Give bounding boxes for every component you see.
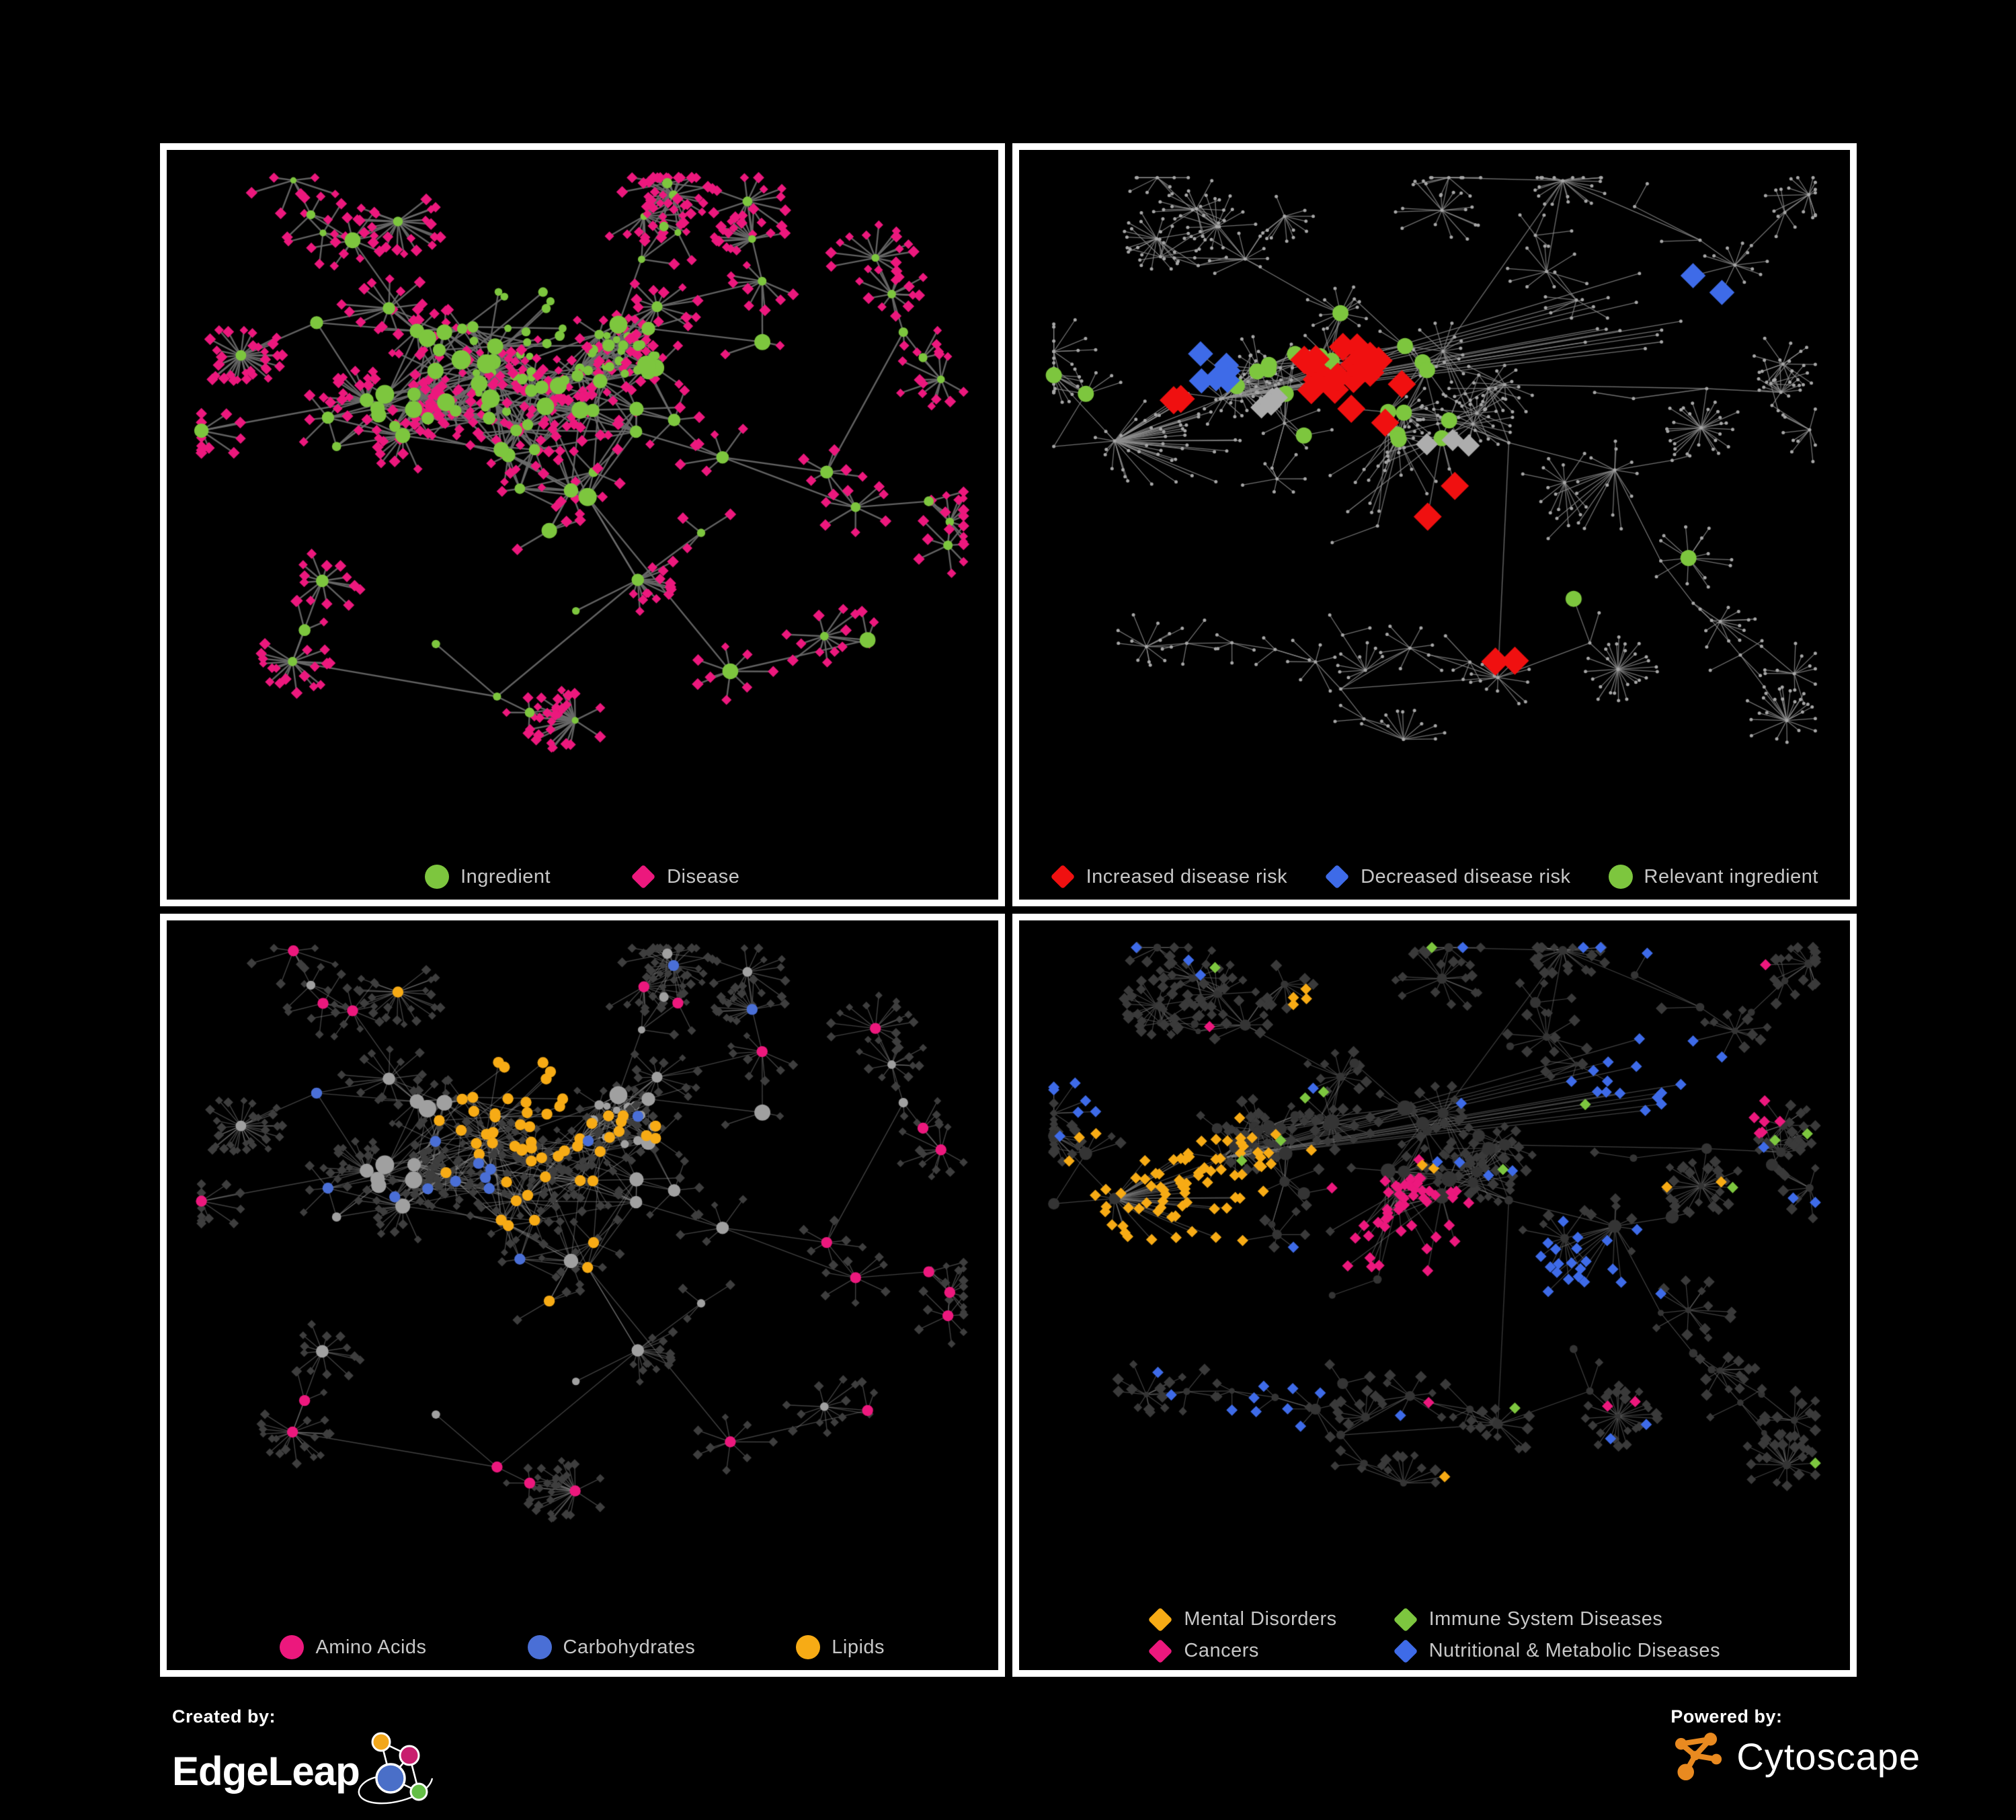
legend-label: Nutritional & Metabolic Diseases <box>1428 1640 1721 1661</box>
ingredient-disease-graph-canvas <box>167 150 998 900</box>
legend-swatch-increased-disease-risk-diamond-icon <box>1050 864 1075 889</box>
legend-item-decreased-disease-risk: Decreased disease risk <box>1324 864 1571 889</box>
legend-item-mental-disorders: Mental Disorders <box>1148 1607 1337 1632</box>
legend-item-immune-system-diseases: Immune System Diseases <box>1393 1607 1720 1632</box>
legend-swatch-relevant-ingredient-circle-icon <box>1608 865 1633 889</box>
disease-risk-graph-canvas <box>1018 150 1850 900</box>
legend-label: Lipids <box>832 1636 885 1658</box>
legend-item-carbohydrates: Carbohydrates <box>527 1635 696 1659</box>
legend-label: Mental Disorders <box>1184 1608 1337 1630</box>
legend-item-ingredient: Ingredient <box>425 865 551 889</box>
panel-grid: Ingredient Disease Increased disease risk… <box>160 143 1857 1677</box>
legend-label: Increased disease risk <box>1086 865 1288 887</box>
edgeleap-logo-icon <box>358 1732 433 1805</box>
legend-disease-risk: Increased disease risk Decreased disease … <box>1019 864 1851 889</box>
legend-item-relevant-ingredient: Relevant ingredient <box>1608 865 1818 889</box>
created-by-label: Created by: <box>172 1706 276 1727</box>
legend-label: Amino Acids <box>315 1636 427 1658</box>
legend-item-increased-disease-risk: Increased disease risk <box>1050 864 1288 889</box>
legend-swatch-immune-system-diseases-diamond-icon <box>1393 1607 1418 1632</box>
legend-swatch-mental-disorders-diamond-icon <box>1148 1607 1173 1632</box>
legend-ingredient-disease: Ingredient Disease <box>167 864 998 889</box>
nutrient-category-graph-canvas <box>167 920 998 1670</box>
powered-by-block: Powered by: Cytoscape <box>1670 1706 1921 1785</box>
legend-swatch-nutritional-metabolic-diseases-diamond-icon <box>1393 1638 1418 1663</box>
panel-disease-categories: Mental Disorders Immune System Diseases Ca… <box>1012 914 1857 1677</box>
legend-item-amino-acids: Amino Acids <box>280 1635 426 1659</box>
legend-label: Decreased disease risk <box>1361 865 1571 887</box>
legend-item-nutritional-metabolic-diseases: Nutritional & Metabolic Diseases <box>1393 1638 1721 1663</box>
powered-by-label: Powered by: <box>1670 1706 1783 1727</box>
legend-label: Ingredient <box>460 865 551 887</box>
cytoscape-logo-icon <box>1675 1733 1722 1780</box>
legend-label: Relevant ingredient <box>1644 865 1818 887</box>
disease-category-graph-canvas <box>1018 920 1850 1670</box>
legend-item-disease: Disease <box>631 864 740 889</box>
legend-label: Disease <box>667 865 740 887</box>
legend-swatch-lipids-circle-icon <box>796 1635 821 1659</box>
legend-disease-categories: Mental Disorders Immune System Diseases Ca… <box>1019 1607 1851 1663</box>
edgeleap-wordmark: EdgeLeap <box>172 1749 360 1794</box>
legend-label: Cancers <box>1184 1640 1259 1661</box>
legend-swatch-carbohydrates-circle-icon <box>527 1635 552 1659</box>
panel-ingredient-disease: Ingredient Disease <box>160 143 1005 906</box>
legend-item-lipids: Lipids <box>796 1635 885 1659</box>
legend-nutrient-categories: Amino Acids Carbohydrates Lipids <box>167 1635 998 1659</box>
legend-item-cancers: Cancers <box>1148 1638 1336 1663</box>
created-by-block: Created by: EdgeLeap <box>172 1706 454 1815</box>
panel-nutrient-categories: Amino Acids Carbohydrates Lipids <box>160 914 1005 1677</box>
legend-swatch-ingredient-circle-icon <box>425 865 450 889</box>
legend-swatch-cancers-diamond-icon <box>1148 1638 1173 1663</box>
panel-disease-risk: Increased disease risk Decreased disease … <box>1012 143 1857 906</box>
legend-swatch-disease-diamond-icon <box>631 864 656 889</box>
legend-label: Immune System Diseases <box>1428 1608 1663 1630</box>
legend-swatch-amino-acids-circle-icon <box>280 1635 305 1659</box>
legend-label: Carbohydrates <box>563 1636 696 1658</box>
cytoscape-wordmark: Cytoscape <box>1736 1735 1921 1778</box>
legend-swatch-decreased-disease-risk-diamond-icon <box>1324 864 1350 889</box>
